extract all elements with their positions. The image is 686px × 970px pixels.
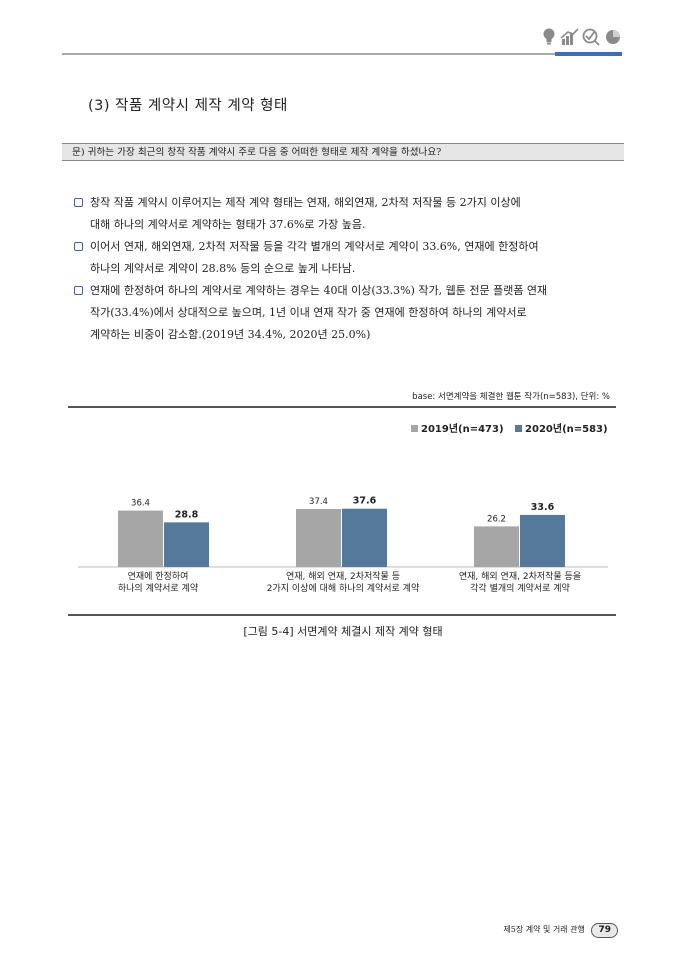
legend-swatch-2019 [411, 425, 418, 432]
finding-line: 이어서 연재, 해외연재, 2차적 저작물 등을 각각 별개의 계약서로 계약이… [90, 236, 622, 258]
checkbox-icon [74, 198, 83, 207]
bar-0-0 [118, 511, 163, 567]
x-label-0: 연재에 한정하여 하나의 계약서로 계약 [88, 571, 228, 595]
finding-line: 연재에 한정하여 하나의 계약서로 계약하는 경우는 40대 이상(33.3%)… [90, 280, 622, 302]
legend-item-2019: 2019년(n=473) [411, 424, 504, 435]
legend-label-2019: 2019년(n=473) [421, 424, 504, 435]
x-label-line: 연재, 해외 연재, 2차저작물 등 [248, 571, 438, 583]
checkbox-icon [74, 286, 83, 295]
lightbulb-icon [544, 29, 555, 45]
page-number: 79 [591, 923, 618, 938]
bar-chart: 36.4 37.4 26.2 28.8 37.6 33.6 [68, 480, 616, 570]
base-note: base: 서면계약을 체결한 웹툰 작가(n=583), 단위: % [412, 390, 610, 402]
x-label-2: 연재, 해외 연재, 2차저작물 등을 각각 별개의 계약서로 계약 [440, 571, 600, 595]
finding-line: 계약하는 비중이 감소함.(2019년 34.4%, 2020년 25.0%) [90, 324, 622, 346]
finding-item: 창작 작품 계약시 이루어지는 제작 계약 형태는 연재, 해외연재, 2차적 … [74, 192, 622, 236]
header-rule [62, 53, 622, 55]
page-footer: 제5장 계약 및 거래 관행 79 [503, 923, 618, 938]
checklist-icon [584, 30, 600, 46]
data-label-1-2: 33.6 [531, 502, 555, 513]
finding-item: 연재에 한정하여 하나의 계약서로 계약하는 경우는 40대 이상(33.3%)… [74, 280, 622, 346]
x-label-line: 2가지 이상에 대해 하나의 계약서로 계약 [248, 583, 438, 595]
section-title: (3) 작품 계약시 제작 계약 형태 [88, 94, 288, 115]
header-icons [540, 26, 624, 48]
data-label-0-1: 37.4 [309, 497, 328, 507]
x-label-line: 하나의 계약서로 계약 [88, 583, 228, 595]
x-label-line: 각각 별개의 계약서로 계약 [440, 583, 600, 595]
data-label-1-0: 28.8 [175, 509, 199, 520]
legend-item-2020: 2020년(n=583) [515, 424, 608, 435]
figure-caption: [그림 5-4] 서면계약 체결시 제작 계약 형태 [0, 623, 686, 639]
data-label-0-2: 26.2 [487, 514, 506, 524]
legend-label-2020: 2020년(n=583) [525, 424, 608, 435]
finding-item: 이어서 연재, 해외연재, 2차적 저작물 등을 각각 별개의 계약서로 계약이… [74, 236, 622, 280]
findings-list: 창작 작품 계약시 이루어지는 제작 계약 형태는 연재, 해외연재, 2차적 … [74, 192, 622, 346]
chart-bottom-rule [68, 614, 616, 616]
chart-top-rule [68, 406, 616, 408]
chapter-label: 제5장 계약 및 거래 관행 [503, 925, 585, 934]
header-accent-bar [555, 52, 622, 56]
bar-1-1 [342, 509, 387, 567]
finding-line: 하나의 계약서로 계약이 28.8% 등의 순으로 높게 나타남. [90, 258, 622, 280]
x-label-1: 연재, 해외 연재, 2차저작물 등 2가지 이상에 대해 하나의 계약서로 계… [248, 571, 438, 595]
data-label-1-1: 37.6 [353, 496, 377, 507]
finding-line: 창작 작품 계약시 이루어지는 제작 계약 형태는 연재, 해외연재, 2차적 … [90, 192, 622, 214]
data-label-0-0: 36.4 [131, 499, 150, 509]
x-label-line: 연재, 해외 연재, 2차저작물 등을 [440, 571, 600, 583]
bar-1-0 [164, 522, 209, 567]
bar-1-2 [520, 515, 565, 567]
bar-chart-icon [561, 29, 578, 45]
finding-line: 작가(33.4%)에서 상대적으로 높으며, 1년 이내 연재 작가 중 연재에… [90, 302, 622, 324]
checkbox-icon [74, 242, 83, 251]
x-label-line: 연재에 한정하여 [88, 571, 228, 583]
chart-legend: 2019년(n=473) 2020년(n=583) [411, 420, 616, 435]
pie-chart-icon [606, 30, 620, 44]
finding-line: 대해 하나의 계약서로 계약하는 형태가 37.6%로 가장 높음. [90, 214, 622, 236]
legend-swatch-2020 [515, 425, 522, 432]
bar-0-2 [474, 526, 519, 567]
bar-0-1 [296, 509, 341, 567]
survey-question: 문) 귀하는 가장 최근의 창작 작품 계약시 주로 다음 중 어떠한 형태로 … [62, 143, 624, 161]
